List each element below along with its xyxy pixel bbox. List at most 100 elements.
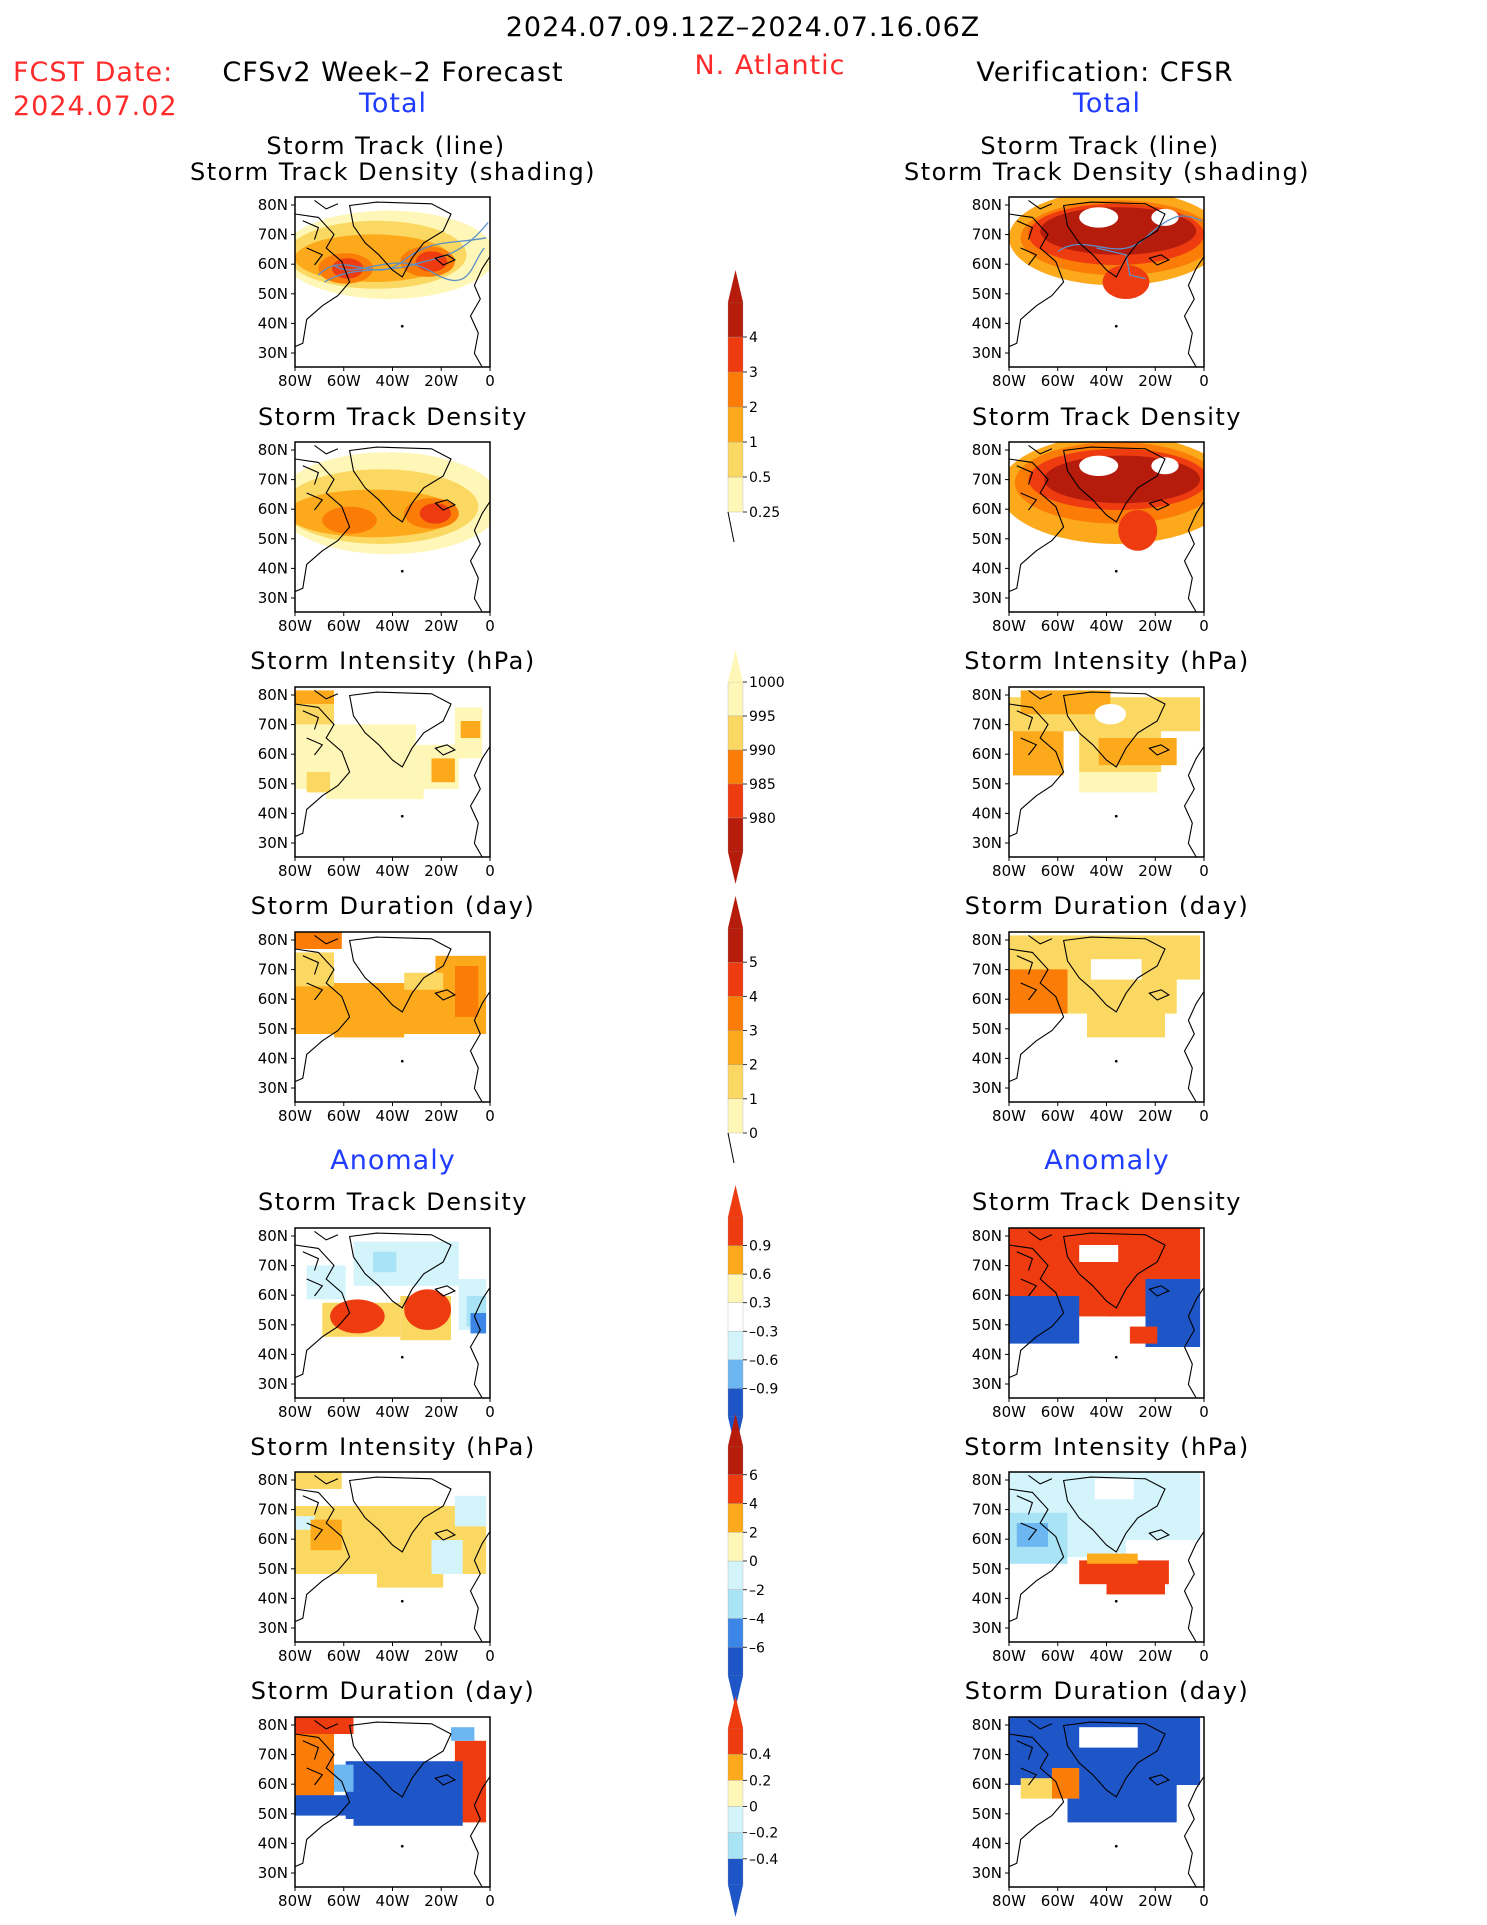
colorbar-label: 4 (749, 1497, 758, 1513)
lat-tick-label: 50N (972, 1316, 1002, 1334)
panel-title-track-line-right: Storm Track (line) (980, 132, 1220, 160)
lat-tick-label: 70N (972, 471, 1002, 489)
map-intensity-verification: 80N 70N 60N 50N 40N 30N 80W 60W 40W 20W 0 (972, 686, 1209, 880)
lat-tick-label: 60N (972, 1286, 1002, 1304)
lon-tick-label: 0 (1199, 372, 1209, 390)
lon-tick-label: 0 (1199, 862, 1209, 880)
section-total-right: Total (1072, 88, 1142, 119)
colorbar-tip (728, 1885, 743, 1917)
lon-tick-label: 0 (1199, 1107, 1209, 1125)
colorbar-label: –0.6 (749, 1353, 778, 1369)
panel-title-density-left: Storm Track Density (258, 403, 528, 431)
lat-tick-label: 50N (972, 775, 1002, 793)
colorbar-label: 5 (749, 955, 758, 971)
lon-tick-label: 80W (278, 1892, 312, 1910)
coastline (1009, 444, 1204, 612)
lat-tick-label: 50N (258, 775, 288, 793)
lon-tick-label: 60W (1041, 372, 1075, 390)
lon-tick-label: 80W (278, 1107, 312, 1125)
lon-tick-label: 60W (327, 1892, 361, 1910)
lat-tick-label: 70N (258, 471, 288, 489)
colorbar-tip (728, 650, 743, 682)
shading-layer (295, 452, 490, 555)
coastline (295, 199, 490, 367)
lon-tick-label: 20W (424, 617, 458, 635)
lon-tick-label: 80W (278, 1647, 312, 1665)
coastline (295, 444, 490, 612)
colorbar-label: 2 (749, 1058, 758, 1074)
lon-tick-label: 0 (485, 617, 495, 635)
lon-tick-label: 60W (1041, 1892, 1075, 1910)
shading-layer (1009, 1717, 1201, 1823)
lon-tick-label: 40W (376, 862, 410, 880)
lat-tick-label: 70N (258, 1501, 288, 1519)
lon-tick-label: 0 (485, 372, 495, 390)
lat-tick-label: 30N (258, 344, 288, 362)
colorbar-segment (727, 1503, 744, 1533)
colorbar-label: –2 (749, 1583, 765, 1599)
lat-tick-label: 60N (972, 990, 1002, 1008)
lat-tick-label: 40N (258, 559, 288, 577)
coastline (295, 689, 490, 857)
panel-title-intensity-left: Storm Intensity (hPa) (250, 647, 536, 675)
lat-tick-label: 40N (972, 1345, 1002, 1363)
lat-tick-label: 30N (972, 1619, 1002, 1637)
colorbar-segment (727, 1273, 744, 1303)
colorbar-segment (727, 1647, 744, 1677)
lat-tick-label: 70N (258, 1257, 288, 1275)
colorbar-tip (728, 852, 743, 884)
lon-tick-label: 40W (1090, 617, 1124, 635)
lat-tick-label: 30N (258, 1079, 288, 1097)
coastline (1009, 1230, 1204, 1398)
lat-tick-label: 60N (972, 1530, 1002, 1548)
lat-tick-label: 60N (972, 255, 1002, 273)
colorbar-segment (727, 406, 744, 443)
lat-tick-label: 50N (972, 1560, 1002, 1578)
colorbar-segment (727, 1359, 744, 1389)
colorbar-label: 1 (749, 1092, 758, 1108)
map-duration-verification: 80N 70N 60N 50N 40N 30N 80W 60W 40W 20W 0 (972, 931, 1209, 1125)
lon-tick-label: 20W (424, 372, 458, 390)
colorbar-segment (727, 1780, 744, 1807)
model-title: CFSv2 Week–2 Forecast (222, 57, 564, 88)
lat-tick-label: 50N (258, 1020, 288, 1038)
coastline (295, 1719, 490, 1887)
lat-tick-label: 70N (972, 1257, 1002, 1275)
lon-tick-label: 20W (1138, 1647, 1172, 1665)
colorbar-segment (727, 1560, 744, 1590)
colorbar-label: 985 (749, 777, 776, 793)
lat-tick-label: 60N (972, 745, 1002, 763)
colorbar-segment (727, 1445, 744, 1475)
colorbar-segment (727, 1331, 744, 1361)
colorbar-label: 0 (749, 1126, 758, 1142)
lat-tick-label: 80N (972, 196, 1002, 214)
lon-tick-label: 40W (1090, 372, 1124, 390)
lat-tick-label: 80N (258, 1471, 288, 1489)
lon-tick-label: 60W (1041, 1647, 1075, 1665)
colorbar-label: 995 (749, 709, 776, 725)
panel-title-duration-right: Storm Duration (day) (964, 892, 1250, 920)
lat-tick-label: 70N (258, 1746, 288, 1764)
colorbar-label: 3 (749, 365, 758, 381)
lat-tick-label: 60N (258, 1530, 288, 1548)
colorbar-label: 0.4 (749, 1747, 771, 1763)
lat-tick-label: 80N (972, 441, 1002, 459)
shading-layer (1009, 690, 1201, 793)
map-anom-density-verification: 80N 70N 60N 50N 40N 30N 80W 60W 40W 20W 0 (972, 1227, 1209, 1421)
panel-title-track-shading-left: Storm Track Density (shading) (189, 158, 597, 186)
lat-tick-label: 70N (972, 961, 1002, 979)
lon-tick-label: 20W (1138, 1403, 1172, 1421)
lon-tick-label: 40W (376, 617, 410, 635)
panel-title-anom-density-left: Storm Track Density (258, 1188, 528, 1216)
lon-tick-label: 0 (1199, 1892, 1209, 1910)
lon-tick-label: 0 (485, 1403, 495, 1421)
lon-tick-label: 40W (376, 1403, 410, 1421)
colorbar-segment (727, 749, 744, 785)
colorbar-label: 0.5 (749, 470, 771, 486)
panel-title-anom-duration-left: Storm Duration (day) (250, 1677, 536, 1705)
lat-tick-label: 30N (972, 344, 1002, 362)
lon-tick-label: 40W (376, 1892, 410, 1910)
lon-tick-label: 60W (327, 1403, 361, 1421)
lat-tick-label: 40N (258, 1834, 288, 1852)
colorbar-label: 0.2 (749, 1773, 771, 1789)
